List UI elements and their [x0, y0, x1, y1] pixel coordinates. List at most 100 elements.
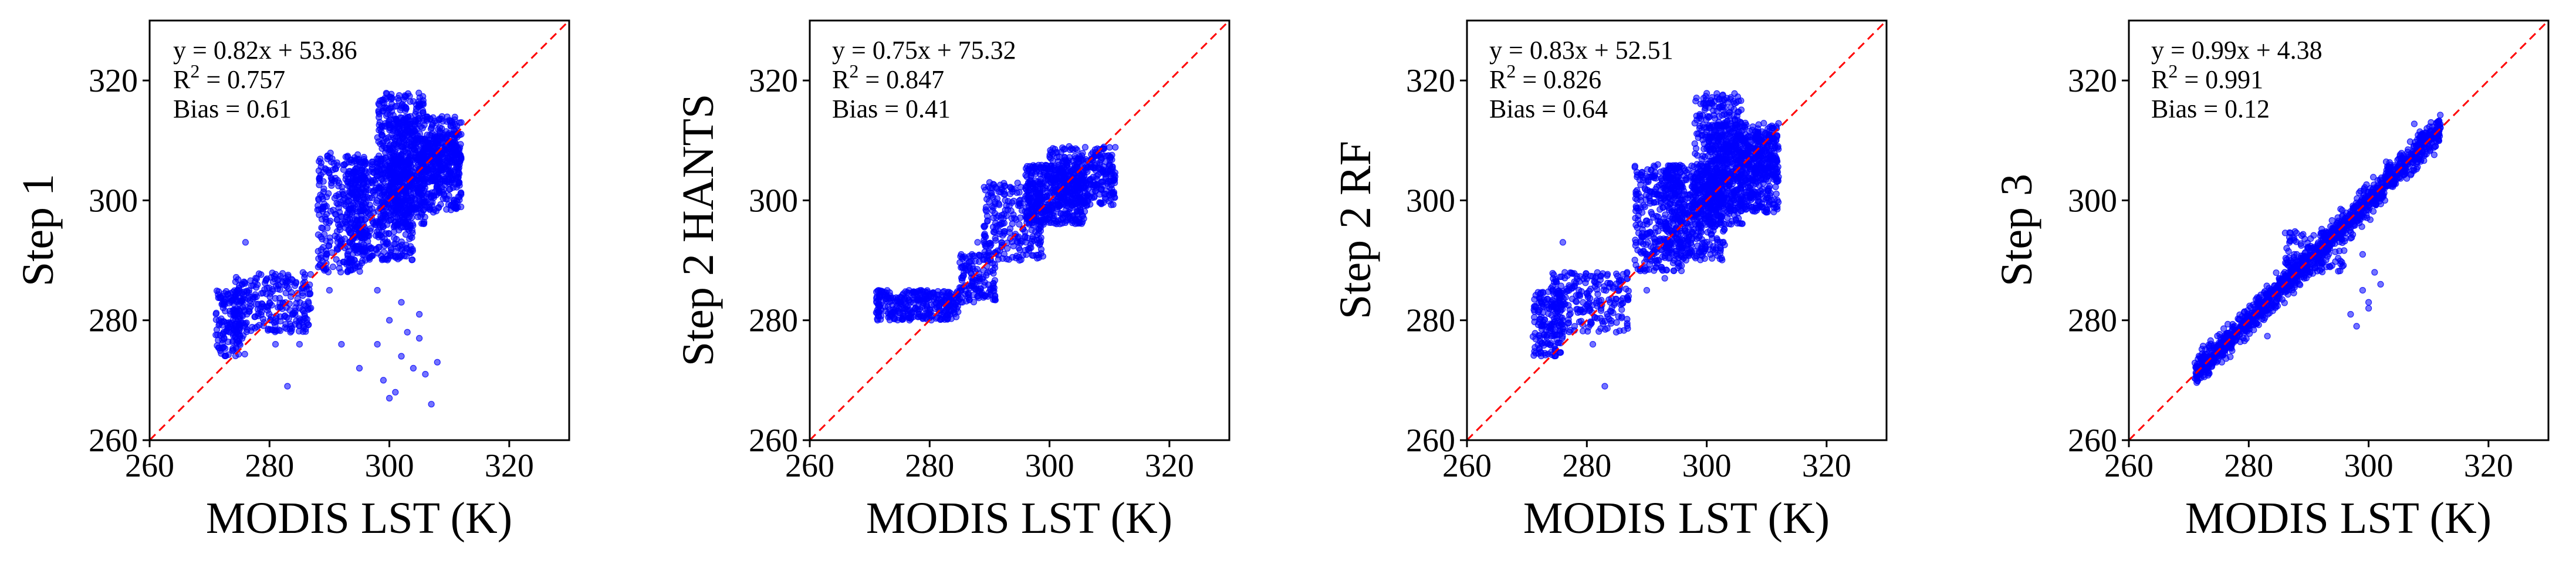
- scatter-point: [415, 104, 421, 110]
- scatter-point: [1662, 212, 1668, 218]
- scatter-point: [288, 321, 293, 327]
- scatter-point: [448, 123, 454, 129]
- scatter-point: [439, 114, 445, 120]
- scatter-point: [1074, 157, 1080, 163]
- scatter-point: [921, 298, 927, 303]
- scatter-point: [331, 161, 337, 167]
- scatter-point: [320, 170, 326, 175]
- scatter-point: [393, 241, 398, 247]
- scatter-point: [356, 157, 361, 163]
- scatter-point: [292, 312, 298, 318]
- scatter-point: [423, 114, 429, 120]
- scatter-point: [456, 170, 462, 175]
- scatter-point: [1671, 268, 1677, 274]
- scatter-point: [1653, 186, 1659, 192]
- scatter-point: [1554, 286, 1560, 292]
- scatter-point: [273, 342, 279, 347]
- scatter-point: [1084, 192, 1090, 198]
- scatter-point: [418, 202, 424, 208]
- scatter-point: [410, 221, 415, 227]
- scatter-point: [388, 96, 394, 102]
- scatter-point: [874, 299, 880, 305]
- scatter-point: [432, 134, 438, 140]
- scatter-point: [1608, 318, 1614, 324]
- scatter-point: [985, 192, 991, 198]
- scatter-point: [410, 365, 416, 371]
- scatter-point: [445, 164, 451, 170]
- scatter-point: [1056, 158, 1061, 164]
- scatter-point: [1009, 239, 1015, 245]
- scatter-point: [411, 99, 417, 104]
- scatter-point: [326, 288, 332, 293]
- scatter-point: [1025, 246, 1031, 252]
- scatter-point: [327, 239, 333, 245]
- scatter-point: [948, 316, 954, 322]
- scatter-point: [418, 157, 424, 163]
- scatter-point: [1642, 265, 1648, 271]
- scatter-point: [244, 311, 250, 317]
- scatter-point: [283, 315, 289, 320]
- scatter-point: [394, 209, 400, 215]
- scatter-point: [396, 253, 402, 259]
- scatter-point: [349, 217, 355, 223]
- y-tick-label: 300: [89, 183, 138, 219]
- scatter-point: [1583, 273, 1588, 279]
- scatter-point: [1040, 221, 1046, 227]
- scatter-point: [1566, 317, 1571, 323]
- scatter-point: [370, 253, 376, 259]
- scatter-point: [966, 290, 972, 296]
- scatter-point: [454, 161, 460, 167]
- scatter-point: [1541, 343, 1547, 349]
- scatter-point: [359, 186, 365, 192]
- scatter-point: [409, 257, 415, 263]
- scatter-point: [927, 310, 932, 316]
- scatter-point: [337, 200, 343, 205]
- scatter-point: [393, 138, 398, 144]
- scatter-point: [1096, 165, 1101, 171]
- y-tick-label: 300: [749, 183, 798, 219]
- scatter-point: [1655, 193, 1661, 199]
- scatter-point: [1577, 293, 1583, 299]
- scatter-point: [411, 138, 417, 144]
- scatter-point: [1718, 251, 1723, 256]
- y-tick-label: 280: [89, 303, 138, 339]
- scatter-point: [381, 105, 387, 111]
- scatter-point: [376, 244, 381, 250]
- scatter-point: [405, 150, 411, 156]
- scatter-point: [396, 97, 402, 103]
- scatter-point: [408, 244, 414, 249]
- scatter-point: [426, 191, 432, 197]
- scatter-point: [1050, 190, 1056, 195]
- x-tick-label: 300: [365, 448, 414, 484]
- scatter-point: [332, 178, 337, 184]
- scatter-point: [397, 180, 403, 185]
- scatter-point: [1532, 303, 1537, 309]
- scatter-point: [1097, 191, 1103, 197]
- scatter-point: [1017, 240, 1023, 246]
- scatter-point: [381, 171, 387, 177]
- scatter-point: [386, 118, 392, 124]
- scatter-point: [264, 285, 270, 291]
- scatter-point: [1070, 202, 1076, 208]
- scatter-point: [1016, 190, 1022, 195]
- scatter-point: [1600, 320, 1606, 326]
- scatter-point: [373, 200, 379, 205]
- scatter-point: [1061, 159, 1067, 165]
- scatter-point: [1113, 144, 1118, 150]
- scatter-point: [434, 208, 440, 214]
- scatter-point: [430, 175, 436, 181]
- scatter-point: [377, 219, 383, 225]
- scatter-point: [277, 300, 283, 306]
- scatter-point: [403, 169, 409, 175]
- scatter-point: [1039, 246, 1044, 252]
- scatter-point: [1659, 266, 1665, 272]
- scatter-point: [387, 143, 393, 149]
- scatter-point: [1558, 307, 1564, 313]
- scatter-point: [1098, 201, 1104, 207]
- scatter-point: [1586, 300, 1592, 306]
- scatter-point: [1561, 301, 1567, 307]
- scatter-point: [1532, 315, 1537, 320]
- scatter-point: [1606, 297, 1612, 303]
- x-axis-title: MODIS LST (K): [866, 494, 1172, 543]
